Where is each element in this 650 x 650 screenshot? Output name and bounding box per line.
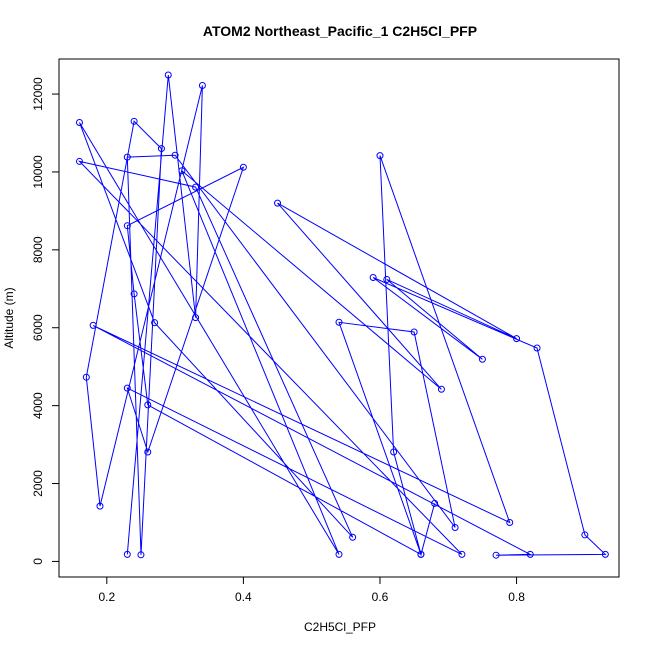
data-point	[130, 290, 138, 298]
data-point	[82, 373, 90, 381]
data-point	[123, 153, 131, 161]
data-point	[198, 81, 206, 89]
y-tick-label: 10000	[31, 155, 45, 189]
y-tick-label: 4000	[31, 392, 45, 419]
data-point	[274, 199, 282, 207]
plot-frame	[58, 58, 620, 578]
y-axis: 0 2000 4000 6000 8000 10000 12000	[31, 77, 60, 565]
data-point	[417, 550, 425, 558]
data-point	[75, 118, 83, 126]
data-point	[492, 551, 500, 559]
y-tick-label: 2000	[31, 470, 45, 497]
data-point	[513, 335, 521, 343]
y-tick-label: 6000	[31, 314, 45, 341]
data-point	[458, 550, 466, 558]
y-axis-label: Altitude (m)	[2, 287, 16, 348]
x-tick-label: 0.2	[98, 590, 115, 604]
x-tick-label: 0.4	[235, 590, 252, 604]
chart-title: ATOM2 Northeast_Pacific_1 C2H5Cl_PFP	[203, 23, 477, 39]
data-point	[123, 222, 131, 230]
data-point	[171, 151, 179, 159]
data-point	[157, 145, 165, 153]
data-point	[239, 163, 247, 171]
data-point	[533, 344, 541, 352]
data-point	[144, 448, 152, 456]
data-point	[478, 355, 486, 363]
x-axis-label: C2H5Cl_PFP	[304, 620, 376, 634]
data-point	[192, 183, 200, 191]
data-point	[137, 551, 145, 559]
x-axis: 0.2 0.4 0.6 0.8	[98, 576, 525, 604]
data-point	[192, 314, 200, 322]
data-point	[130, 117, 138, 125]
series-line	[77, 74, 607, 557]
data-point	[437, 385, 445, 393]
data-point	[506, 518, 514, 526]
data-point	[349, 533, 357, 541]
data-point	[369, 273, 377, 281]
data-point	[451, 524, 459, 532]
data-point	[390, 448, 398, 456]
data-point	[431, 499, 439, 507]
y-tick-label: 8000	[31, 236, 45, 263]
x-tick-label: 0.6	[372, 590, 389, 604]
data-point	[376, 152, 384, 160]
data-point	[89, 321, 97, 329]
data-point	[335, 318, 343, 326]
data-point	[178, 167, 186, 175]
data-point	[335, 550, 343, 558]
data-point	[123, 550, 131, 558]
data-point	[123, 384, 131, 392]
y-tick-label: 0	[31, 558, 45, 565]
data-point	[383, 275, 391, 283]
data-point	[581, 531, 589, 539]
data-point	[151, 319, 159, 327]
data-point	[75, 157, 83, 165]
data-point	[164, 71, 172, 79]
data-point	[410, 328, 418, 336]
data-point	[144, 401, 152, 409]
x-tick-label: 0.8	[508, 590, 525, 604]
data-point	[601, 550, 609, 558]
data-point	[96, 502, 104, 510]
series-layer	[75, 71, 609, 559]
y-tick-label: 12000	[31, 77, 45, 111]
data-point	[526, 550, 534, 558]
